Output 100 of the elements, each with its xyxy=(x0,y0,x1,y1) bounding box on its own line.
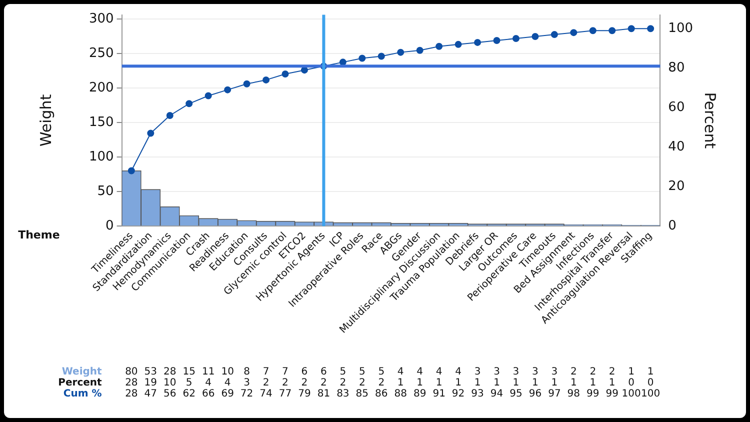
data-label: 6 xyxy=(320,366,327,378)
data-label: 7 xyxy=(262,366,270,378)
text: 2 xyxy=(301,378,308,389)
point xyxy=(397,48,404,56)
data-label: 85 xyxy=(356,388,369,400)
text: 1 xyxy=(570,378,577,389)
point xyxy=(493,36,500,44)
point xyxy=(224,86,232,94)
y2-tick-label: 20 xyxy=(668,178,685,194)
point xyxy=(436,42,443,50)
data-label: 88 xyxy=(394,388,407,400)
text: 0 xyxy=(628,378,635,389)
text: 2 xyxy=(282,378,288,389)
data-label: 53 xyxy=(144,366,158,378)
data-label: 4 xyxy=(397,366,404,378)
data-label: 1 xyxy=(628,366,635,378)
point xyxy=(474,38,482,46)
text: 1 xyxy=(436,378,442,389)
text: 3 xyxy=(244,378,250,389)
y2-tick-label: 0 xyxy=(668,218,676,234)
point xyxy=(243,80,250,88)
point xyxy=(512,34,520,42)
data-label: 6 xyxy=(301,366,308,378)
data-label: 100 xyxy=(641,388,660,400)
data-label: 74 xyxy=(260,388,272,400)
point xyxy=(532,33,539,40)
point xyxy=(589,27,596,34)
data-label: 92 xyxy=(452,388,465,400)
text: 1 xyxy=(608,378,616,389)
point xyxy=(416,46,424,54)
data-label: 77 xyxy=(278,388,292,400)
data-label: 5 xyxy=(358,366,366,378)
data-label: 3 xyxy=(474,366,481,378)
point xyxy=(147,130,154,137)
data-label: 3 xyxy=(532,366,538,378)
data-label: 15 xyxy=(182,366,196,378)
y-tick-label: 150 xyxy=(88,114,114,130)
data-label: 56 xyxy=(164,388,176,400)
point xyxy=(186,100,193,108)
text: 1 xyxy=(397,378,404,389)
point xyxy=(454,40,462,48)
text: 1 xyxy=(590,378,596,389)
data-label: 62 xyxy=(182,388,196,400)
text: 1 xyxy=(494,378,500,389)
data-label: 2 xyxy=(608,366,616,378)
point xyxy=(282,70,289,78)
text: 1 xyxy=(474,378,481,389)
point xyxy=(300,66,308,74)
text: Cum % xyxy=(63,388,102,400)
data-label: 7 xyxy=(282,366,288,378)
text: 28 xyxy=(125,378,138,389)
data-label: 3 xyxy=(494,366,500,378)
data-label: 72 xyxy=(240,388,254,400)
text: 0 xyxy=(647,378,654,389)
data-label: 91 xyxy=(432,388,446,400)
text: Percent xyxy=(58,378,102,389)
text: 2 xyxy=(340,378,346,389)
data-label: 94 xyxy=(490,388,504,400)
data-label: 3 xyxy=(551,366,558,378)
point xyxy=(204,92,212,100)
point xyxy=(166,112,174,119)
y-tick-label: 100 xyxy=(88,149,114,164)
data-label: 5 xyxy=(340,366,346,378)
text: 4 xyxy=(224,378,231,389)
data-label: 99 xyxy=(606,388,618,400)
y2-tick-label: 40 xyxy=(668,139,685,154)
data-label: 97 xyxy=(548,388,561,400)
data-label: 100 xyxy=(622,388,641,400)
x-axis-title: Theme xyxy=(18,228,60,242)
y2-tick-label: 60 xyxy=(668,100,685,115)
text: 1 xyxy=(416,378,424,389)
point xyxy=(128,167,135,174)
y2-tick-label: 100 xyxy=(668,20,694,36)
y-axis-title: Weight xyxy=(36,94,55,147)
text: 2 xyxy=(378,378,385,389)
point xyxy=(647,25,654,32)
data-label: 2 xyxy=(590,366,596,378)
point xyxy=(608,27,616,34)
text: 2 xyxy=(358,378,366,389)
data-label: 10 xyxy=(221,366,234,378)
data-label: 89 xyxy=(413,388,426,400)
data-label: 80 xyxy=(125,366,138,378)
text: 2 xyxy=(320,378,327,389)
data-label: 4 xyxy=(455,366,462,378)
data-label: 4 xyxy=(436,366,442,378)
data-label: 3 xyxy=(512,366,520,378)
y-tick-label: 250 xyxy=(88,46,114,61)
text: 1 xyxy=(532,378,538,389)
point xyxy=(378,52,385,60)
data-label: 11 xyxy=(202,366,215,378)
data-label: 81 xyxy=(317,388,330,400)
data-label: 83 xyxy=(336,388,350,400)
text: 4 xyxy=(205,378,212,389)
y-tick-label: 50 xyxy=(97,184,114,199)
data-label: 95 xyxy=(510,388,522,400)
y-tick-label: 0 xyxy=(106,218,114,234)
point xyxy=(570,29,578,36)
data-label: 4 xyxy=(416,366,424,378)
text: 19 xyxy=(144,378,158,389)
point xyxy=(262,76,270,84)
